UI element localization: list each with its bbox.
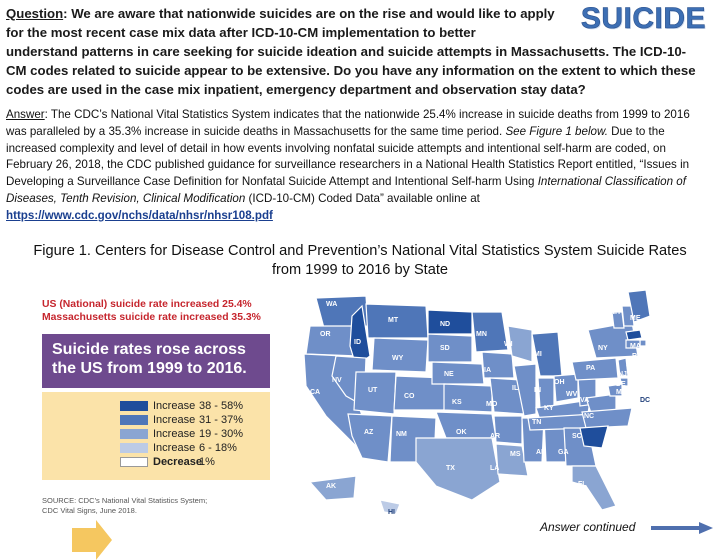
svg-text:NC: NC [584, 413, 594, 420]
source-note: SOURCE: CDC’s National Vital Statistics … [42, 496, 208, 515]
svg-text:NJ: NJ [618, 371, 627, 378]
svg-text:WA: WA [326, 301, 337, 308]
answer-paragraph: Answer: The CDC’s National Vital Statist… [6, 107, 711, 225]
svg-text:VA: VA [580, 397, 589, 404]
svg-text:IA: IA [484, 367, 491, 374]
svg-text:CT: CT [626, 363, 636, 370]
svg-text:HI: HI [388, 509, 395, 516]
answer-text-1: : The CDC’s National Vital Statistics Sy… [6, 108, 690, 138]
svg-text:MD: MD [616, 389, 627, 396]
infographic-panel: US (National) suicide rate increased 25.… [42, 298, 272, 560]
arrow-icon [72, 520, 112, 560]
answer-text-2: Due to the increased complexity and leve… [6, 124, 690, 189]
svg-text:VT: VT [596, 317, 606, 324]
legend-box: Increase 38 - 58% Increase 31 - 37% Increa… [42, 392, 270, 560]
answer-label: Answer [6, 108, 45, 121]
svg-text:DE: DE [616, 381, 626, 388]
suicide-brand-logo: SUICIDE [580, 2, 706, 36]
svg-text:OK: OK [456, 429, 467, 436]
svg-text:RI: RI [632, 353, 639, 360]
svg-text:NY: NY [598, 345, 608, 352]
question-paragraph: Question: We are aware that nationwide s… [6, 4, 706, 99]
svg-text:NM: NM [396, 431, 407, 438]
svg-text:WY: WY [392, 355, 404, 362]
svg-text:AL: AL [536, 449, 546, 456]
next-arrow-icon[interactable] [651, 522, 713, 534]
svg-text:WV: WV [566, 391, 578, 398]
svg-text:MN: MN [476, 331, 487, 338]
question-label: Question [6, 6, 64, 21]
svg-text:MA: MA [630, 343, 641, 350]
svg-text:LA: LA [490, 465, 499, 472]
icd-title: International Classification of Diseases… [6, 175, 686, 205]
us-state-map: WA OR CA ID NV MT WY UT AZ NM CO ND SD NE KS OK TX M… [303, 289, 651, 516]
legend-item: Increase 31 - 37% [120, 414, 243, 426]
svg-text:DC: DC [640, 397, 650, 404]
svg-text:UT: UT [368, 387, 378, 394]
svg-text:IL: IL [512, 385, 519, 392]
svg-text:MT: MT [388, 317, 399, 324]
svg-text:MO: MO [486, 401, 498, 408]
svg-text:MS: MS [510, 451, 521, 458]
answer-text-3: (ICD-10-CM) Coded Data” available online… [248, 191, 480, 205]
svg-text:WI: WI [504, 341, 513, 348]
question-text-2: understand patterns in care seeking for … [6, 44, 696, 97]
legend-item: Decrease1% [120, 456, 215, 468]
rates-banner: Suicide rates rose across the US from 19… [42, 334, 270, 388]
question-text-1: : We are aware that nationwide suicides … [6, 6, 555, 40]
svg-text:ME: ME [630, 315, 641, 322]
svg-text:SC: SC [572, 433, 582, 440]
svg-text:OH: OH [554, 379, 565, 386]
answer-continued-text: Answer continued [540, 520, 636, 534]
svg-text:OR: OR [320, 331, 331, 338]
svg-text:NE: NE [444, 371, 454, 378]
svg-text:KY: KY [544, 405, 554, 412]
svg-text:TN: TN [532, 419, 541, 426]
svg-text:GA: GA [558, 449, 569, 456]
figure-caption: Figure 1. Centers for Disease Control an… [33, 243, 687, 278]
legend-item: Increase 6 - 18% [120, 442, 237, 454]
svg-text:AZ: AZ [364, 429, 374, 436]
svg-text:AR: AR [490, 433, 500, 440]
svg-text:MI: MI [534, 351, 542, 358]
legend-item: Increase 38 - 58% [120, 400, 243, 412]
legend-item: Increase 19 - 30% [120, 428, 243, 440]
svg-text:SD: SD [440, 345, 450, 352]
svg-text:FL: FL [578, 481, 587, 488]
svg-text:IN: IN [534, 387, 541, 394]
ma-rate-text: Massachusetts suicide rate increased 35.… [42, 312, 261, 323]
see-figure-ref: See Figure 1 below. [505, 124, 608, 138]
svg-text:ND: ND [440, 321, 450, 328]
us-rate-text: US (National) suicide rate increased 25.… [42, 299, 252, 310]
svg-text:AK: AK [326, 483, 336, 490]
svg-text:CO: CO [404, 393, 415, 400]
nhsr-report-link[interactable]: https://www.cdc.gov/nchs/data/nhsr/nhsr1… [6, 208, 273, 222]
svg-text:TX: TX [446, 465, 455, 472]
svg-text:KS: KS [452, 399, 462, 406]
svg-text:NH: NH [610, 309, 620, 316]
svg-text:NV: NV [332, 377, 342, 384]
svg-text:CA: CA [310, 389, 320, 396]
svg-text:PA: PA [586, 365, 595, 372]
svg-text:ID: ID [354, 339, 361, 346]
